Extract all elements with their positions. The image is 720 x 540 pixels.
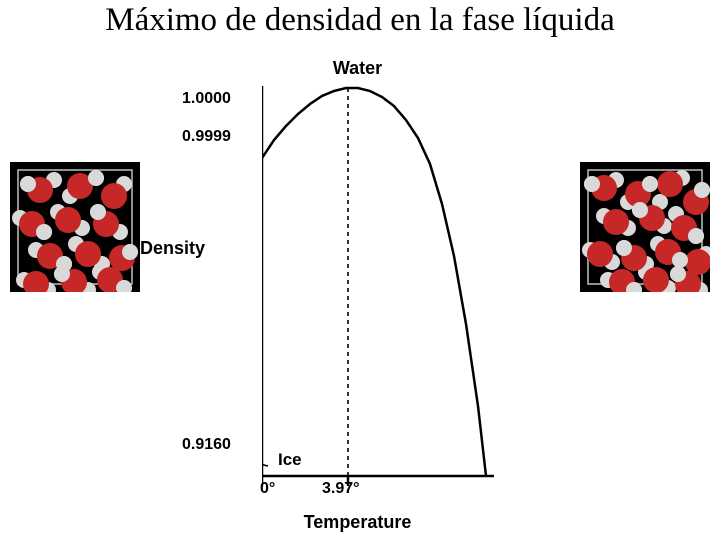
slide-title: Máximo de densidad en la fase líquida: [0, 2, 720, 39]
chart-title: Water: [333, 58, 382, 79]
chart-plot-svg: [262, 86, 522, 496]
density-chart: Water Density Temperature 1.0000 0.9999 …: [160, 58, 555, 533]
ice-structure-svg: [10, 162, 140, 292]
liquid-structure-svg: [580, 162, 710, 292]
ice-structure-image: [10, 162, 140, 292]
liquid-structure-image: [580, 162, 710, 292]
ytick-1: 1.0000: [182, 90, 231, 108]
x-axis-label: Temperature: [160, 512, 555, 533]
y-axis-label: Density: [140, 238, 205, 259]
ytick-ice-value: 0.9160: [182, 436, 231, 454]
ytick-2: 0.9999: [182, 128, 231, 146]
